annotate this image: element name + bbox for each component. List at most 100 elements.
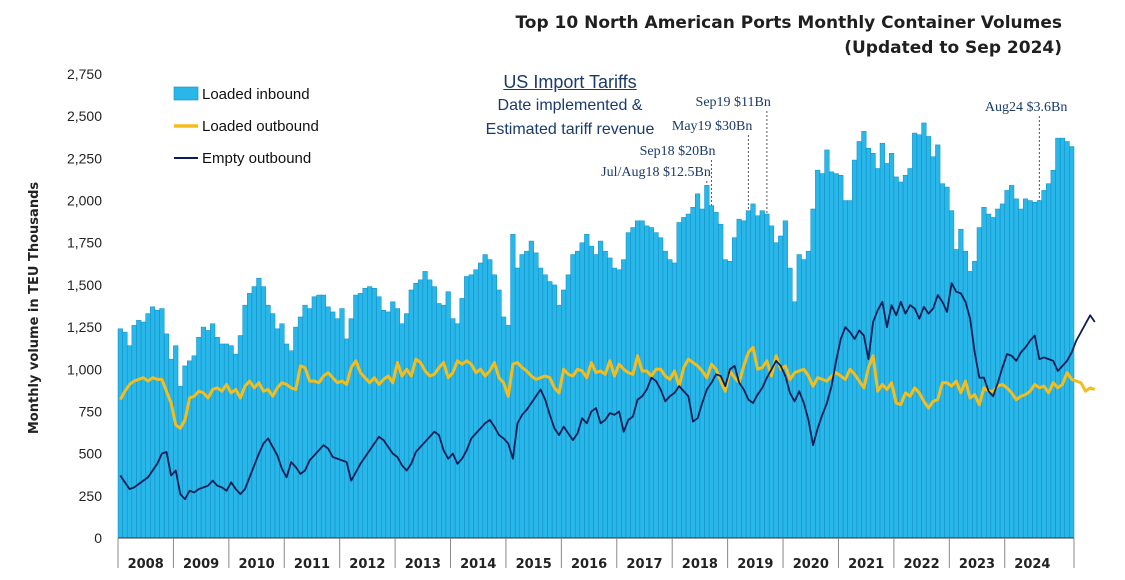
y-tick-label: 2,000	[67, 193, 102, 209]
annotation-label: Sep18 $20Bn	[640, 144, 716, 159]
inbound-bar	[893, 176, 899, 539]
inbound-bar	[852, 159, 858, 539]
inbound-bar	[367, 286, 373, 539]
chart-title: Top 10 North American Ports Monthly Cont…	[515, 11, 1062, 61]
inbound-bar	[145, 313, 151, 539]
inbound-bar	[524, 250, 530, 539]
inbound-bar	[690, 207, 696, 539]
inbound-bar	[325, 306, 331, 539]
inbound-bar	[390, 301, 396, 539]
inbound-bar	[644, 225, 650, 539]
inbound-bar	[639, 220, 645, 539]
inbound-bar	[671, 262, 678, 539]
inbound-bar	[755, 215, 761, 539]
inbound-bar	[385, 311, 391, 539]
inbound-bar	[362, 288, 368, 539]
inbound-bar	[773, 242, 779, 539]
y-axis-label: Monthly volume in TEU Thousands	[27, 182, 42, 434]
inbound-bar	[898, 181, 904, 539]
inbound-bar	[187, 360, 193, 539]
inbound-bar	[990, 217, 996, 539]
inbound-bar	[815, 169, 821, 539]
inbound-bar	[750, 203, 756, 539]
inbound-bar	[921, 122, 927, 539]
inbound-bar	[182, 365, 188, 539]
inbound-bar	[427, 279, 433, 539]
inbound-bar	[330, 311, 336, 539]
inbound-bar	[431, 286, 437, 539]
inbound-bar	[173, 345, 179, 539]
inbound-bar	[394, 308, 400, 539]
inbound-bar	[344, 338, 350, 539]
inbound-bar	[976, 227, 982, 539]
inbound-bar	[473, 269, 479, 539]
annotation-label: Sep19 $11Bn	[696, 95, 771, 110]
inbound-bar	[136, 320, 142, 539]
inbound-bar	[482, 254, 488, 539]
inbound-bar	[126, 345, 133, 539]
inbound-bar	[792, 301, 798, 539]
inbound-bar	[1004, 190, 1010, 539]
inbound-bar	[741, 220, 747, 539]
inbound-bar	[454, 323, 461, 539]
inbound-bar	[602, 250, 608, 539]
inbound-bar	[1041, 190, 1047, 539]
inbound-bar	[154, 309, 160, 539]
inbound-bar	[519, 254, 525, 539]
inbound-bar	[538, 267, 544, 539]
inbound-bar	[510, 234, 516, 539]
inbound-bar	[856, 141, 862, 539]
inbound-bar	[251, 286, 257, 539]
annotation-label: Aug24 $3.6Bn	[985, 100, 1067, 115]
inbound-bar	[163, 333, 170, 539]
inbound-bar	[260, 286, 267, 539]
inbound-bar	[1018, 208, 1024, 539]
inbound-bar	[884, 163, 890, 539]
inbound-bar	[399, 323, 405, 539]
inbound-bar	[408, 289, 414, 539]
inbound-bar	[339, 308, 345, 539]
inbound-bar	[930, 156, 936, 539]
inbound-bar	[768, 225, 775, 539]
tariff-heading: US Import Tariffs Date implemented & Est…	[470, 70, 670, 142]
inbound-bar	[247, 293, 253, 539]
x-tick-label: 2012	[349, 557, 385, 572]
inbound-bar	[593, 254, 599, 539]
inbound-bar	[214, 336, 220, 539]
tariff-heading-line-2: Date implemented &	[497, 97, 643, 114]
inbound-bar	[745, 210, 751, 539]
loaded-outbound-line	[118, 345, 1096, 430]
inbound-bar	[828, 171, 835, 539]
inbound-bar	[611, 267, 618, 539]
inbound-bar	[302, 304, 308, 539]
inbound-bar	[565, 274, 571, 539]
inbound-bar	[381, 309, 387, 539]
inbound-bar	[307, 308, 313, 539]
inbound-bar	[621, 259, 627, 539]
inbound-bar	[122, 331, 128, 539]
inbound-bar	[939, 183, 945, 539]
inbound-bar	[413, 282, 419, 539]
x-tick-label: 2019	[737, 557, 773, 572]
inbound-bar	[731, 237, 738, 539]
inbound-bar	[805, 250, 812, 539]
inbound-bar	[242, 304, 248, 539]
tariff-heading-line-3: Estimated tariff revenue	[485, 121, 655, 138]
inbound-bar	[824, 149, 830, 539]
inbound-bar	[348, 318, 354, 539]
inbound-bar	[1013, 198, 1019, 539]
inbound-bar	[1009, 185, 1015, 539]
inbound-bar	[496, 289, 502, 539]
inbound-bar	[445, 291, 451, 539]
inbound-bar	[468, 274, 474, 539]
inbound-bar	[501, 316, 507, 539]
inbound-bar	[320, 294, 327, 539]
annotation-label: May19 $30Bn	[672, 119, 753, 134]
inbound-bar	[168, 358, 174, 539]
x-tick-label: 2017	[626, 557, 662, 572]
inbound-bar	[727, 261, 733, 539]
inbound-bar	[607, 257, 613, 539]
inbound-bar	[1036, 200, 1042, 539]
inbound-bar	[288, 350, 294, 539]
inbound-bar	[819, 173, 825, 539]
